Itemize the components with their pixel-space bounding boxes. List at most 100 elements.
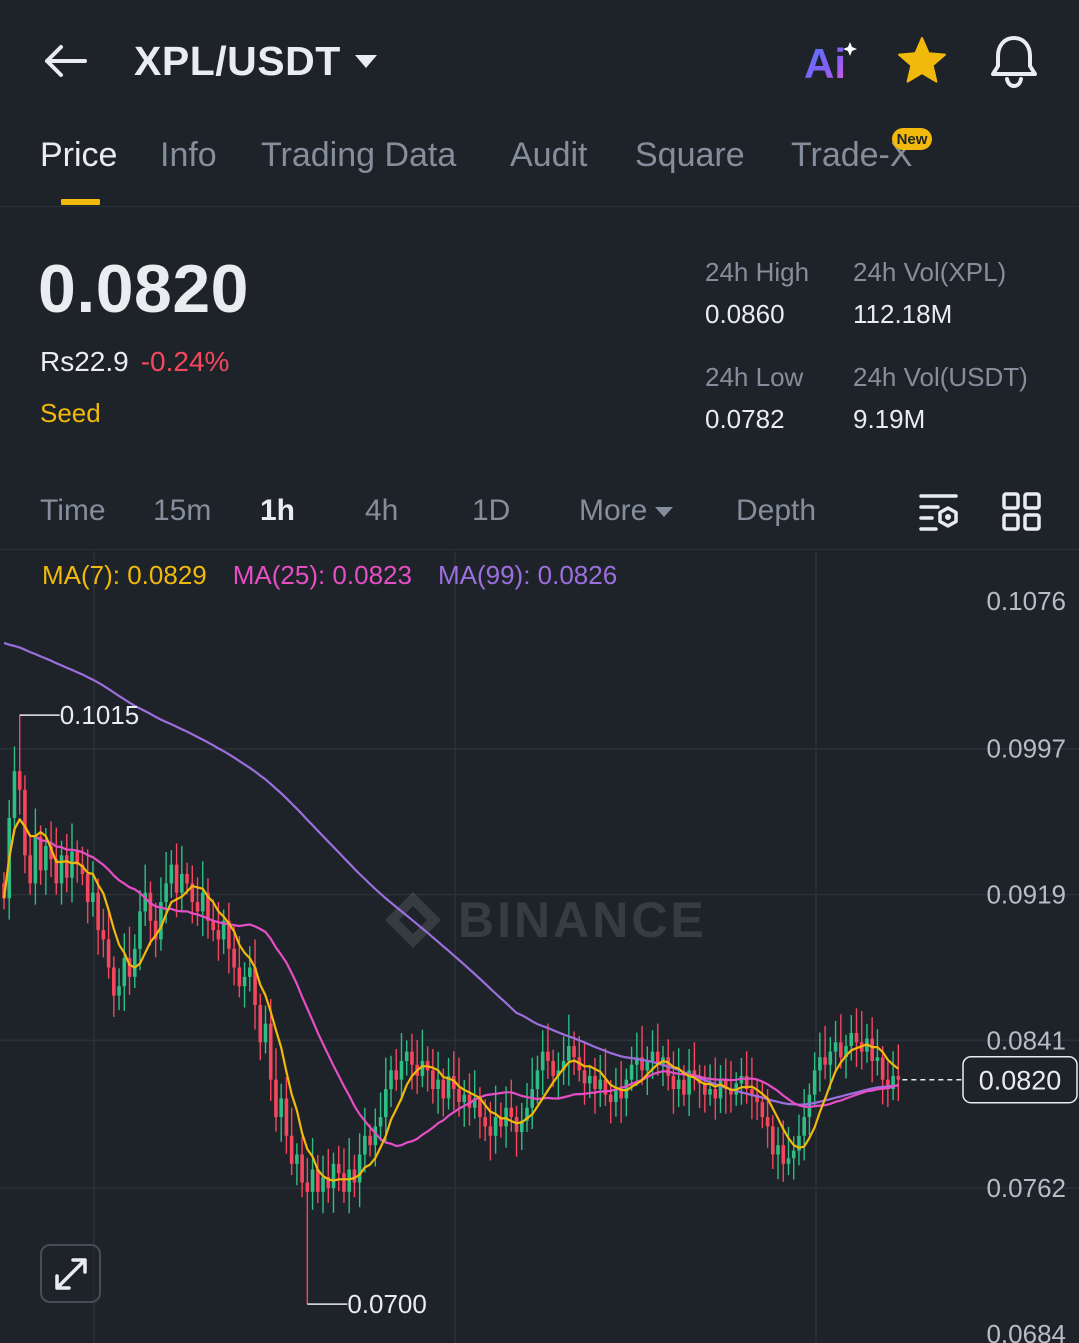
caret-down-icon: [655, 507, 674, 518]
top-bar: XPL/USDT Ai: [0, 0, 1079, 120]
candle: [729, 1060, 733, 1113]
candle-body: [828, 1051, 833, 1065]
fullscreen-button[interactable]: [40, 1244, 101, 1303]
interval-depth[interactable]: Depth: [736, 494, 817, 527]
candle-body: [23, 789, 27, 856]
ai-assistant-button[interactable]: Ai: [800, 36, 860, 87]
candle: [305, 1157, 310, 1305]
candle: [378, 1092, 383, 1142]
candle-body: [755, 1094, 759, 1103]
tab-square[interactable]: Square: [635, 136, 745, 174]
candle: [525, 1083, 529, 1133]
candle: [263, 1005, 268, 1054]
candle-body: [352, 1169, 357, 1183]
candle-body: [164, 883, 168, 903]
candle: [499, 1102, 503, 1138]
candle-body: [357, 1154, 362, 1183]
seed-tag[interactable]: Seed: [40, 398, 101, 428]
candle-body: [263, 1023, 268, 1043]
candle: [703, 1065, 707, 1113]
kline-chart[interactable]: BINANCE 0.1076 0.0997 0.0919 0.0841 0.0762 0.…: [0, 551, 1079, 1343]
candle-body: [598, 1079, 603, 1090]
candle-body: [305, 1182, 310, 1192]
candle: [159, 877, 163, 951]
candle-body: [431, 1070, 435, 1090]
candle: [776, 1127, 780, 1180]
candle: [493, 1085, 498, 1154]
ma7-value: MA(7): 0.0829: [42, 560, 207, 590]
candle: [619, 1060, 623, 1124]
interval-4h[interactable]: 4h: [365, 494, 399, 527]
tab-info[interactable]: Info: [160, 136, 217, 174]
candle-body: [316, 1169, 320, 1192]
interval-1d[interactable]: 1D: [472, 494, 511, 527]
candle: [812, 1052, 817, 1106]
candle-body: [546, 1051, 550, 1061]
candle: [786, 1126, 791, 1176]
candle: [242, 962, 247, 1008]
candle-body: [389, 1070, 393, 1090]
candle: [567, 1014, 571, 1086]
candle: [64, 833, 69, 893]
candle-body: [786, 1158, 791, 1164]
interval-time[interactable]: Time: [40, 494, 106, 527]
candle-body: [394, 1070, 399, 1080]
candle-body: [190, 883, 195, 903]
ma-legend: MA(7): 0.0829 MA(25): 0.0823 MA(99): 0.0…: [42, 560, 617, 591]
favorite-button[interactable]: [894, 34, 950, 88]
pair-title: XPL/USDT: [134, 37, 341, 84]
y-tick-label: 0.0762: [986, 1173, 1066, 1203]
candle-body: [331, 1163, 336, 1189]
interval-15m[interactable]: 15m: [153, 494, 212, 527]
interval-more[interactable]: More: [579, 494, 674, 528]
candle-body: [106, 939, 111, 968]
layout-grid-button[interactable]: [1000, 490, 1044, 534]
candle-body: [420, 1060, 425, 1076]
candle: [640, 1025, 644, 1085]
candle: [363, 1107, 367, 1173]
candle-body: [237, 967, 242, 987]
candle: [23, 775, 27, 874]
candle-body: [59, 855, 64, 884]
candle-body: [540, 1051, 545, 1071]
candle-body: [96, 892, 100, 931]
interval-1h[interactable]: 1h: [260, 494, 296, 527]
y-tick-label: 0.0997: [986, 734, 1066, 764]
candle-body: [169, 864, 174, 884]
candle-body: [870, 1038, 874, 1061]
tab-price[interactable]: Price: [40, 136, 118, 174]
candle: [655, 1023, 660, 1076]
candle-body: [896, 1075, 901, 1080]
candle-body: [138, 911, 142, 949]
candle-body: [483, 1117, 487, 1127]
candle-body: [629, 1064, 634, 1080]
candle: [180, 845, 184, 911]
vol-quote-value: 9.19M: [853, 404, 926, 434]
candle: [274, 1048, 278, 1132]
high-marker-label: 0.1015: [60, 700, 140, 730]
indicator-settings-button[interactable]: [918, 490, 962, 534]
interval-bar: Time 15m 1h 4h 1D More Depth: [0, 470, 1079, 550]
candle: [106, 911, 111, 979]
candle-body: [493, 1117, 498, 1136]
candle: [117, 968, 121, 1011]
candle: [744, 1051, 749, 1104]
active-tab-indicator: [61, 199, 100, 205]
candle: [608, 1080, 613, 1124]
pair-selector[interactable]: XPL/USDT: [134, 34, 377, 88]
candle: [739, 1058, 744, 1105]
candle-body: [441, 1079, 446, 1099]
candle-body: [514, 1117, 519, 1133]
tab-audit[interactable]: Audit: [510, 136, 588, 174]
tab-trading-data[interactable]: Trading Data: [261, 136, 457, 174]
candle: [316, 1154, 320, 1204]
candle: [509, 1079, 514, 1132]
candle-body: [28, 855, 32, 884]
candle: [410, 1033, 414, 1090]
back-button[interactable]: [38, 36, 92, 86]
price-alert-button[interactable]: [986, 32, 1042, 90]
candle-body: [603, 1079, 608, 1095]
candle: [854, 1008, 859, 1067]
ai-label: Ai: [804, 40, 846, 86]
candle-body: [614, 1089, 618, 1103]
